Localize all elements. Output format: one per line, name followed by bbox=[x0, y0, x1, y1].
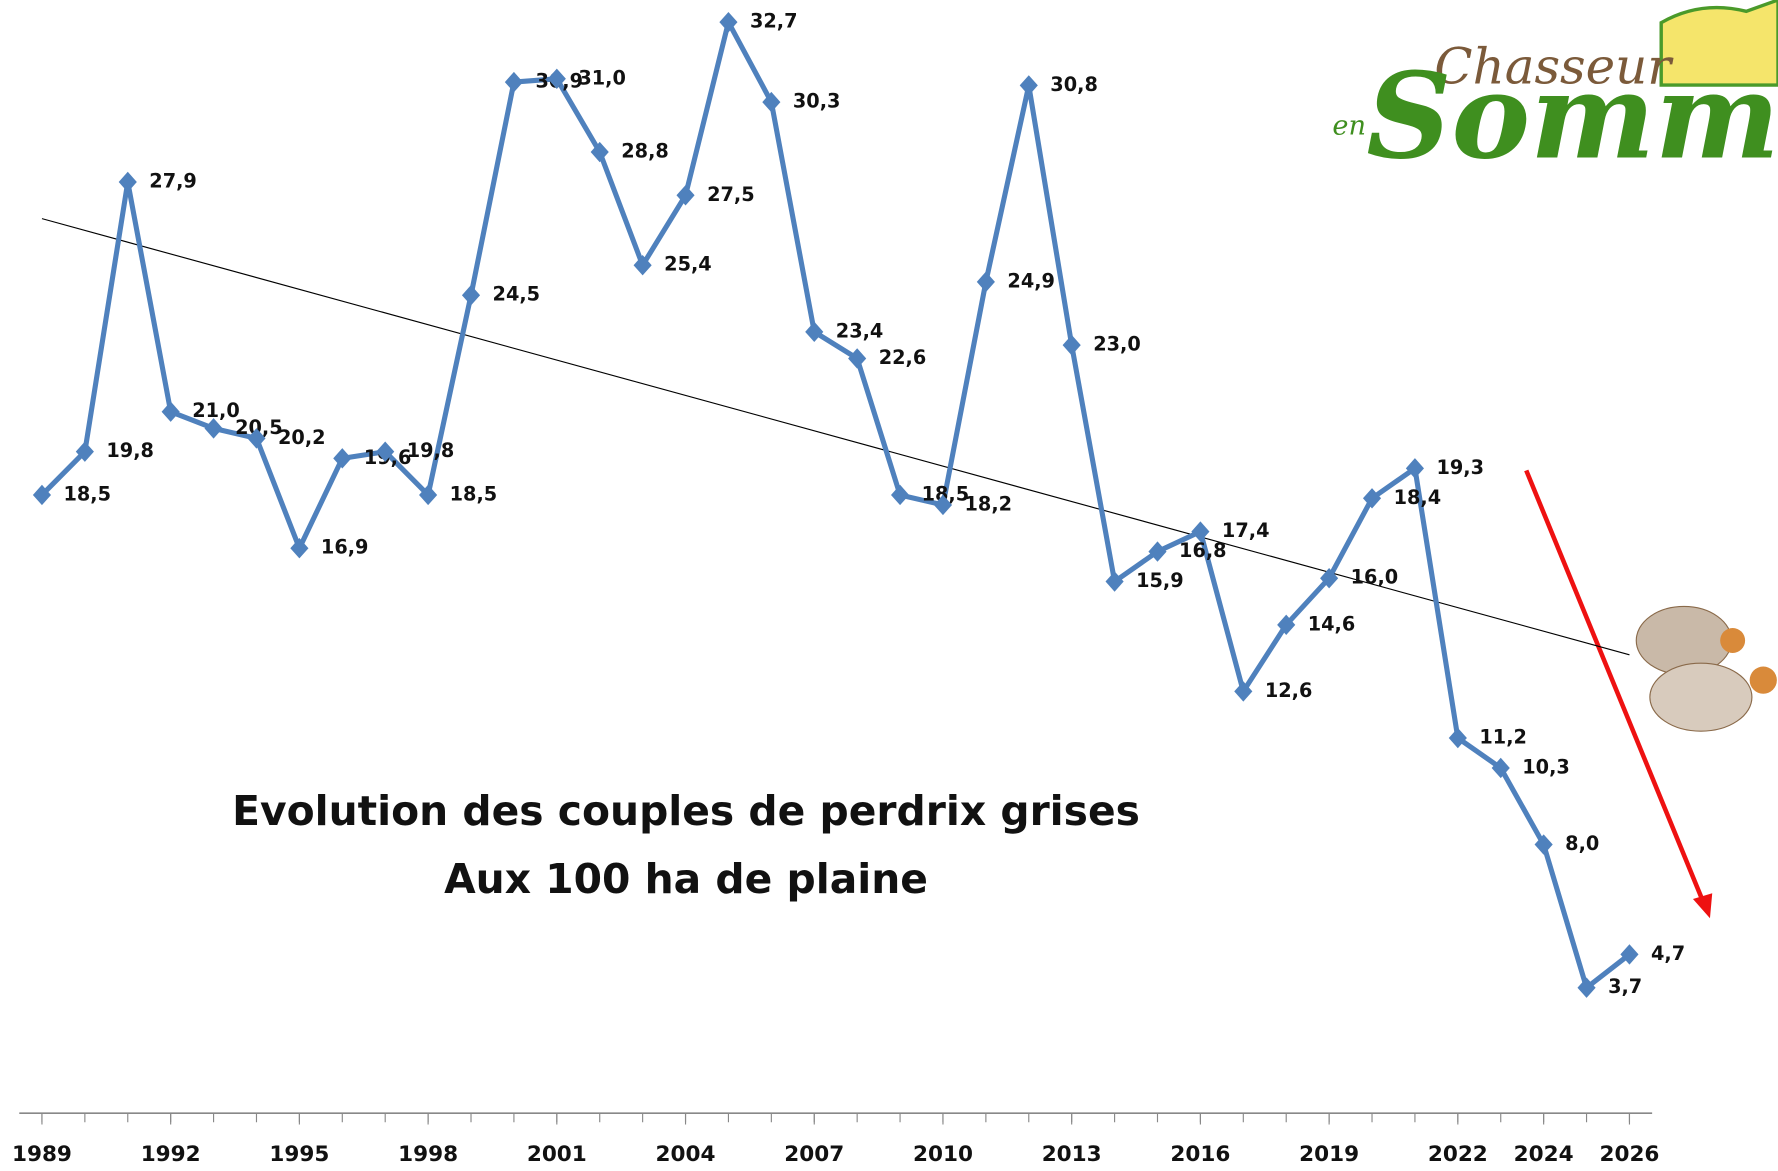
data-label: 19,8 bbox=[106, 439, 154, 462]
data-label: 15,9 bbox=[1136, 569, 1184, 592]
data-label: 23,0 bbox=[1093, 333, 1141, 356]
data-label: 8,0 bbox=[1565, 832, 1599, 855]
chart-subtitle: Aux 100 ha de plaine bbox=[444, 855, 928, 903]
logo-text: en bbox=[1332, 110, 1366, 141]
marker bbox=[333, 448, 352, 469]
x-tick-label: 2010 bbox=[913, 1142, 973, 1167]
data-label: 27,9 bbox=[149, 169, 197, 192]
data-label: 31,0 bbox=[578, 66, 626, 89]
data-label: 16,0 bbox=[1351, 566, 1399, 589]
marker bbox=[1277, 614, 1296, 636]
data-label: 25,4 bbox=[664, 253, 712, 276]
marker bbox=[633, 255, 652, 276]
data-label: 18,2 bbox=[965, 492, 1013, 515]
data-label: 24,9 bbox=[1007, 269, 1055, 292]
marker bbox=[376, 441, 395, 462]
line bbox=[40, 19, 1632, 991]
data-label: 18,5 bbox=[64, 482, 112, 505]
trend-line bbox=[41, 218, 1630, 656]
bird-head bbox=[1720, 628, 1746, 653]
data-label: 4,7 bbox=[1651, 942, 1685, 965]
marker bbox=[1362, 488, 1382, 509]
x-tick-label: 2004 bbox=[656, 1142, 716, 1167]
marker bbox=[933, 494, 953, 516]
marker bbox=[805, 321, 824, 343]
data-label: 20,5 bbox=[235, 416, 283, 439]
x-tick-label: 2022 bbox=[1428, 1142, 1488, 1167]
x-tick-label: 2016 bbox=[1170, 1142, 1230, 1167]
marker bbox=[1448, 727, 1467, 749]
marker bbox=[1534, 834, 1553, 855]
x-tick-label: 1995 bbox=[269, 1142, 329, 1167]
data-label: 10,3 bbox=[1522, 755, 1570, 778]
marker bbox=[247, 428, 266, 449]
x-tick-label: 2013 bbox=[1042, 1142, 1102, 1167]
data-label: 16,9 bbox=[321, 536, 369, 559]
data-label: 24,5 bbox=[493, 283, 541, 306]
arrow-head bbox=[1692, 893, 1713, 919]
bird bbox=[1649, 662, 1753, 732]
data-label: 30,8 bbox=[1050, 73, 1098, 96]
chart-title: Evolution des couples de perdrix grises bbox=[232, 787, 1140, 835]
logo: Chasseur en Somme bbox=[1332, 0, 1778, 185]
data-label: 23,4 bbox=[836, 319, 884, 342]
logo-frame bbox=[1659, 0, 1778, 87]
data-label: 14,6 bbox=[1308, 612, 1356, 635]
data-label: 17,4 bbox=[1222, 519, 1270, 542]
x-tick-label: 2001 bbox=[527, 1142, 587, 1167]
data-label: 21,0 bbox=[192, 399, 240, 422]
x-tick-label: 1992 bbox=[141, 1142, 201, 1167]
data-label: 32,7 bbox=[750, 10, 798, 33]
marker bbox=[762, 91, 781, 113]
marker bbox=[419, 484, 438, 506]
marker bbox=[848, 348, 867, 369]
data-label: 11,2 bbox=[1479, 726, 1527, 749]
marker bbox=[118, 171, 137, 193]
data-label: 18,4 bbox=[1394, 486, 1442, 509]
data-label: 18,5 bbox=[450, 482, 498, 505]
marker bbox=[890, 484, 910, 506]
data-label: 20,2 bbox=[278, 426, 326, 449]
marker bbox=[161, 401, 180, 422]
marker bbox=[590, 141, 609, 163]
marker bbox=[1062, 334, 1081, 356]
x-tick-label: 2024 bbox=[1514, 1142, 1574, 1167]
x-tick-label: 2007 bbox=[784, 1142, 844, 1167]
x-tick-label: 1998 bbox=[398, 1142, 458, 1167]
data-label: 18,5 bbox=[922, 482, 970, 505]
data-label: 30,3 bbox=[793, 90, 841, 113]
marker bbox=[676, 185, 695, 206]
marker bbox=[290, 538, 309, 559]
marker bbox=[976, 271, 995, 293]
data-label: 3,7 bbox=[1608, 975, 1642, 998]
arrow-shaft bbox=[1524, 469, 1707, 906]
x-tick-label: 1989 bbox=[12, 1142, 72, 1167]
data-label: 19,8 bbox=[407, 439, 455, 462]
marker bbox=[504, 71, 523, 93]
marker bbox=[719, 11, 738, 33]
data-label: 16,8 bbox=[1179, 539, 1227, 562]
data-label: 19,3 bbox=[1436, 456, 1484, 479]
logo-text: Somme bbox=[1366, 46, 1778, 185]
partridge-illustration bbox=[1635, 605, 1777, 732]
marker bbox=[1019, 75, 1038, 96]
x-tick-label: 2019 bbox=[1299, 1142, 1359, 1167]
marker bbox=[1191, 521, 1210, 542]
marker bbox=[461, 284, 481, 306]
data-label: 22,6 bbox=[879, 346, 927, 369]
x-tick-label: 2026 bbox=[1599, 1142, 1659, 1167]
data-label: 12,6 bbox=[1265, 679, 1313, 702]
logo-text: Chasseur bbox=[1434, 37, 1674, 95]
bird-head bbox=[1749, 666, 1777, 694]
red-arrow bbox=[1524, 469, 1713, 919]
data-label: 28,8 bbox=[621, 140, 669, 163]
data-label: 27,5 bbox=[707, 183, 755, 206]
